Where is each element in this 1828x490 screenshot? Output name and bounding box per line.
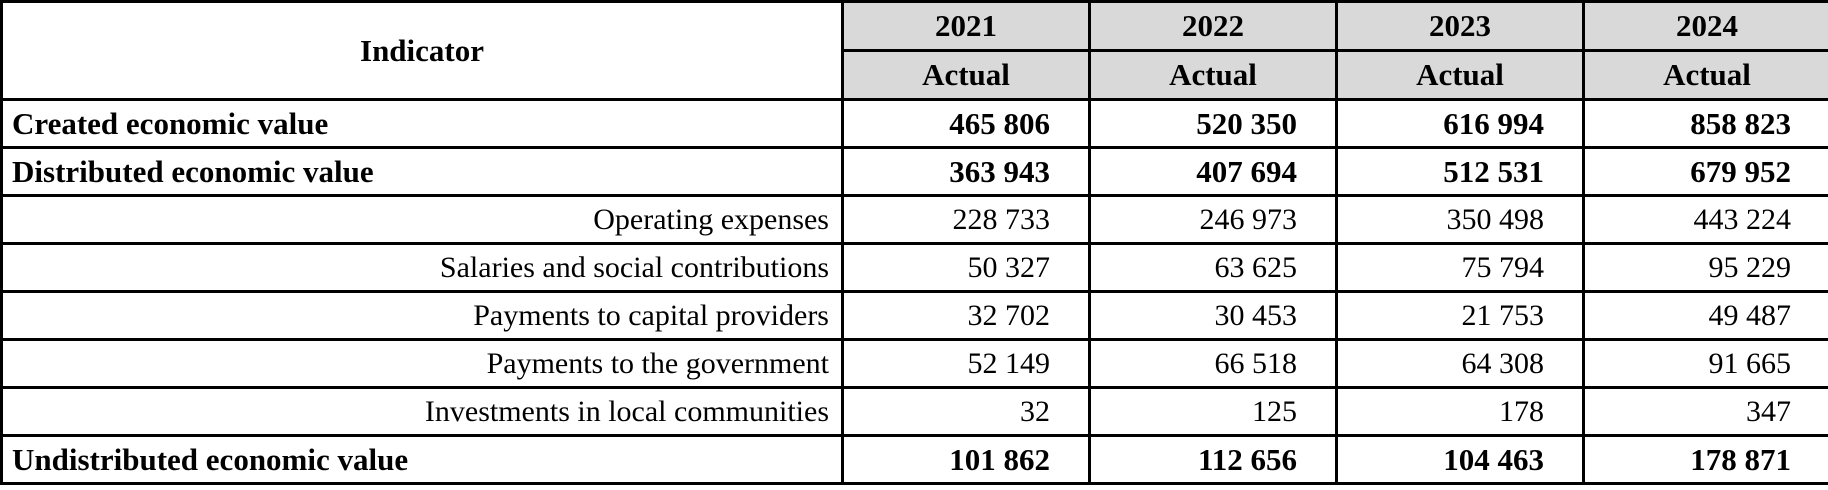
table-row-operating-expenses: Operating expenses 228 733 246 973 350 4… xyxy=(0,194,1828,245)
table-row-salaries-social-contributions: Salaries and social contributions 50 327… xyxy=(0,242,1828,293)
value-cell: 30 453 xyxy=(1088,290,1338,341)
value-cell: 75 794 xyxy=(1335,242,1585,293)
value-cell: 679 952 xyxy=(1582,146,1828,197)
value-cell: 32 xyxy=(841,386,1091,437)
row-label: Investments in local communities xyxy=(0,386,844,437)
value-cell: 363 943 xyxy=(841,146,1091,197)
row-label: Payments to capital providers xyxy=(0,290,844,341)
value-cell: 49 487 xyxy=(1582,290,1828,341)
year-header-cell-2024: 2024 xyxy=(1582,0,1828,52)
value-cell: 350 498 xyxy=(1335,194,1585,245)
actual-subheader-cell-2021: Actual xyxy=(841,49,1091,101)
row-label: Operating expenses xyxy=(0,194,844,245)
table-row-undistributed-economic-value: Undistributed economic value 101 862 112… xyxy=(0,434,1828,485)
value-cell: 125 xyxy=(1088,386,1338,437)
value-cell: 50 327 xyxy=(841,242,1091,293)
year-header-cell-2023: 2023 xyxy=(1335,0,1585,52)
value-cell: 104 463 xyxy=(1335,434,1585,485)
row-label: Created economic value xyxy=(0,98,844,149)
row-label: Distributed economic value xyxy=(0,146,844,197)
actual-subheader-row: Actual Actual Actual Actual xyxy=(2,49,1828,101)
table-row-distributed-economic-value: Distributed economic value 363 943 407 6… xyxy=(0,146,1828,197)
actual-subheader-cell-2022: Actual xyxy=(1088,49,1338,101)
year-header-cell-2022: 2022 xyxy=(1088,0,1338,52)
row-label: Payments to the government xyxy=(0,338,844,389)
value-cell: 178 871 xyxy=(1582,434,1828,485)
value-cell: 512 531 xyxy=(1335,146,1585,197)
row-label: Salaries and social contributions xyxy=(0,242,844,293)
value-cell: 228 733 xyxy=(841,194,1091,245)
table-row-created-economic-value: Created economic value 465 806 520 350 6… xyxy=(0,98,1828,149)
value-cell: 21 753 xyxy=(1335,290,1585,341)
value-cell: 465 806 xyxy=(841,98,1091,149)
actual-subheader-cell-2024: Actual xyxy=(1582,49,1828,101)
table-body: Created economic value 465 806 520 350 6… xyxy=(0,98,1828,485)
value-cell: 858 823 xyxy=(1582,98,1828,149)
value-cell: 616 994 xyxy=(1335,98,1585,149)
table-header: Indicator 2021 2022 2023 2024 Actual Act… xyxy=(0,0,1828,101)
value-cell: 95 229 xyxy=(1582,242,1828,293)
table-row-payments-government: Payments to the government 52 149 66 518… xyxy=(0,338,1828,389)
value-cell: 52 149 xyxy=(841,338,1091,389)
value-cell: 91 665 xyxy=(1582,338,1828,389)
value-cell: 101 862 xyxy=(841,434,1091,485)
value-cell: 347 xyxy=(1582,386,1828,437)
value-cell: 32 702 xyxy=(841,290,1091,341)
table-row-investments-local-communities: Investments in local communities 32 125 … xyxy=(0,386,1828,437)
value-cell: 63 625 xyxy=(1088,242,1338,293)
actual-subheader-cell-2023: Actual xyxy=(1335,49,1585,101)
indicator-header-cell: Indicator xyxy=(0,0,844,101)
value-cell: 246 973 xyxy=(1088,194,1338,245)
row-label: Undistributed economic value xyxy=(0,434,844,485)
year-header-cell-2021: 2021 xyxy=(841,0,1091,52)
value-cell: 66 518 xyxy=(1088,338,1338,389)
table-row-payments-capital-providers: Payments to capital providers 32 702 30 … xyxy=(0,290,1828,341)
value-cell: 520 350 xyxy=(1088,98,1338,149)
value-cell: 443 224 xyxy=(1582,194,1828,245)
year-header-row: Indicator 2021 2022 2023 2024 xyxy=(0,0,1828,101)
value-cell: 64 308 xyxy=(1335,338,1585,389)
value-cell: 112 656 xyxy=(1088,434,1338,485)
value-cell: 407 694 xyxy=(1088,146,1338,197)
value-cell: 178 xyxy=(1335,386,1585,437)
